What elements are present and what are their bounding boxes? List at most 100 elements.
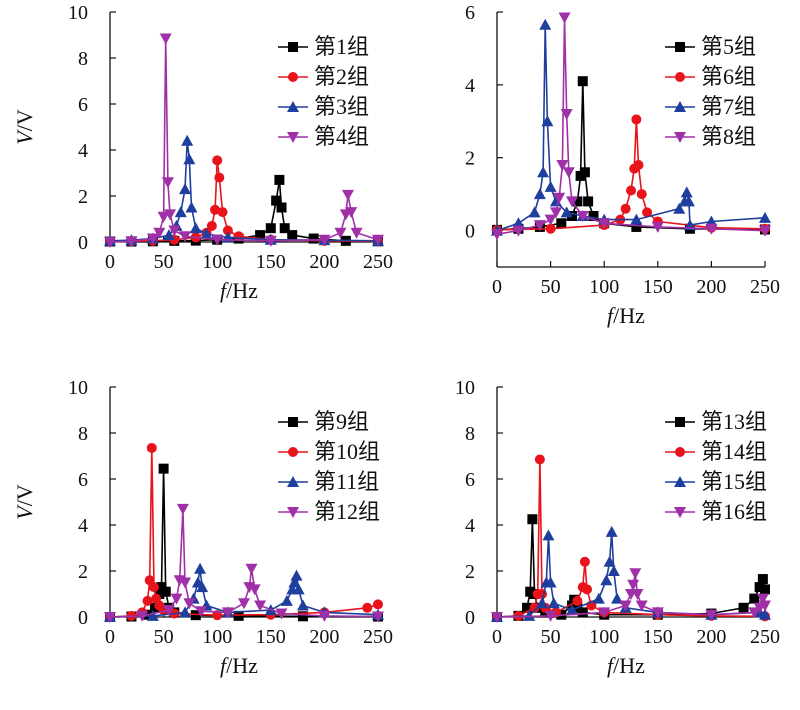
data-point bbox=[276, 202, 287, 213]
data-point bbox=[292, 583, 305, 595]
data-point bbox=[288, 576, 301, 588]
data-point bbox=[179, 231, 192, 243]
data-point bbox=[179, 606, 192, 618]
data-point bbox=[287, 230, 298, 241]
data-point bbox=[588, 211, 599, 221]
data-point bbox=[566, 196, 579, 208]
y-tick-label: 8 bbox=[78, 48, 88, 70]
data-point bbox=[592, 592, 605, 604]
data-point bbox=[673, 202, 686, 214]
legend-marker bbox=[287, 101, 299, 112]
x-axis-unit: /Hz bbox=[226, 653, 258, 678]
x-tick-label: 100 bbox=[589, 276, 619, 298]
data-point bbox=[275, 608, 288, 620]
data-point bbox=[566, 604, 579, 616]
y-tick-label: 6 bbox=[465, 469, 475, 491]
data-point bbox=[217, 207, 228, 218]
data-point bbox=[362, 602, 373, 613]
data-point bbox=[194, 562, 207, 574]
x-tick-label: 200 bbox=[696, 276, 726, 298]
data-point bbox=[189, 222, 202, 234]
data-point bbox=[345, 207, 358, 219]
y-tick-label: 0 bbox=[465, 221, 475, 243]
legend-marker bbox=[287, 132, 299, 143]
x-tick-label: 0 bbox=[492, 276, 502, 298]
data-point bbox=[274, 174, 285, 185]
data-point bbox=[759, 211, 771, 223]
legend-label: 第16组 bbox=[701, 499, 767, 524]
data-point bbox=[631, 221, 642, 232]
data-point bbox=[196, 581, 209, 593]
data-point bbox=[491, 612, 503, 623]
data-point bbox=[168, 225, 181, 237]
y-tick-label: 10 bbox=[68, 2, 88, 24]
data-point bbox=[533, 220, 546, 232]
x-tick-label: 200 bbox=[696, 626, 726, 648]
legend-marker bbox=[287, 476, 299, 487]
legend-label: 第3组 bbox=[314, 94, 369, 119]
series-4 bbox=[491, 12, 771, 241]
data-point bbox=[635, 600, 648, 612]
data-point bbox=[759, 608, 771, 620]
data-point bbox=[181, 134, 194, 146]
data-point bbox=[523, 609, 536, 621]
data-point bbox=[190, 610, 201, 621]
y-tick-label: 0 bbox=[465, 607, 475, 629]
x-tick-label: 100 bbox=[202, 251, 232, 273]
data-point bbox=[522, 602, 533, 613]
data-point bbox=[562, 167, 575, 179]
data-point bbox=[636, 189, 647, 200]
data-point bbox=[533, 188, 546, 200]
legend-marker bbox=[288, 447, 298, 457]
data-point bbox=[603, 555, 616, 567]
data-point bbox=[527, 514, 538, 525]
data-point bbox=[620, 203, 631, 214]
data-point bbox=[280, 594, 293, 606]
data-point bbox=[125, 236, 138, 248]
data-point bbox=[582, 584, 593, 595]
y-axis-title: V/V bbox=[12, 109, 37, 145]
data-point bbox=[577, 607, 588, 618]
y-axis-unit: /V bbox=[12, 109, 37, 131]
x-tick-label: 250 bbox=[750, 626, 780, 648]
data-point bbox=[271, 195, 282, 206]
data-point bbox=[146, 442, 157, 453]
data-point bbox=[255, 230, 266, 241]
data-point bbox=[598, 218, 611, 230]
data-point bbox=[598, 607, 611, 619]
x-axis-unit: /Hz bbox=[613, 653, 645, 678]
data-point bbox=[583, 196, 594, 207]
x-tick-label: 250 bbox=[363, 626, 393, 648]
x-tick-label: 250 bbox=[750, 276, 780, 298]
data-point bbox=[560, 109, 573, 120]
chart-panel-1: 0 50 100 150 200 250 0 2 4 6 8 10 f/Hz V/V 第1组第2组第3组第4… bbox=[12, 2, 393, 303]
data-point bbox=[759, 600, 771, 612]
data-point bbox=[631, 114, 642, 125]
x-tick-label: 0 bbox=[492, 626, 502, 648]
legend-label: 第8组 bbox=[701, 124, 756, 149]
data-point bbox=[206, 220, 217, 231]
data-point bbox=[318, 610, 331, 622]
data-point bbox=[185, 201, 198, 213]
y-tick-label: 2 bbox=[465, 148, 475, 170]
legend-marker bbox=[674, 476, 686, 487]
legend-marker bbox=[288, 417, 298, 427]
data-point bbox=[567, 211, 578, 221]
data-point bbox=[183, 153, 196, 165]
y-tick-label: 10 bbox=[68, 377, 88, 399]
y-axis-unit: /V bbox=[12, 484, 37, 506]
data-point bbox=[754, 582, 765, 593]
y-tick-label: 0 bbox=[78, 232, 88, 254]
x-tick-label: 0 bbox=[105, 251, 115, 273]
data-point bbox=[534, 454, 545, 465]
data-point bbox=[680, 186, 693, 198]
data-point bbox=[254, 600, 267, 612]
data-point bbox=[174, 206, 187, 218]
data-point bbox=[233, 610, 244, 621]
data-point bbox=[630, 213, 643, 225]
data-point bbox=[158, 463, 169, 474]
legend-label: 第6组 bbox=[701, 64, 756, 89]
data-point bbox=[536, 597, 549, 609]
legend-label: 第7组 bbox=[701, 94, 756, 119]
